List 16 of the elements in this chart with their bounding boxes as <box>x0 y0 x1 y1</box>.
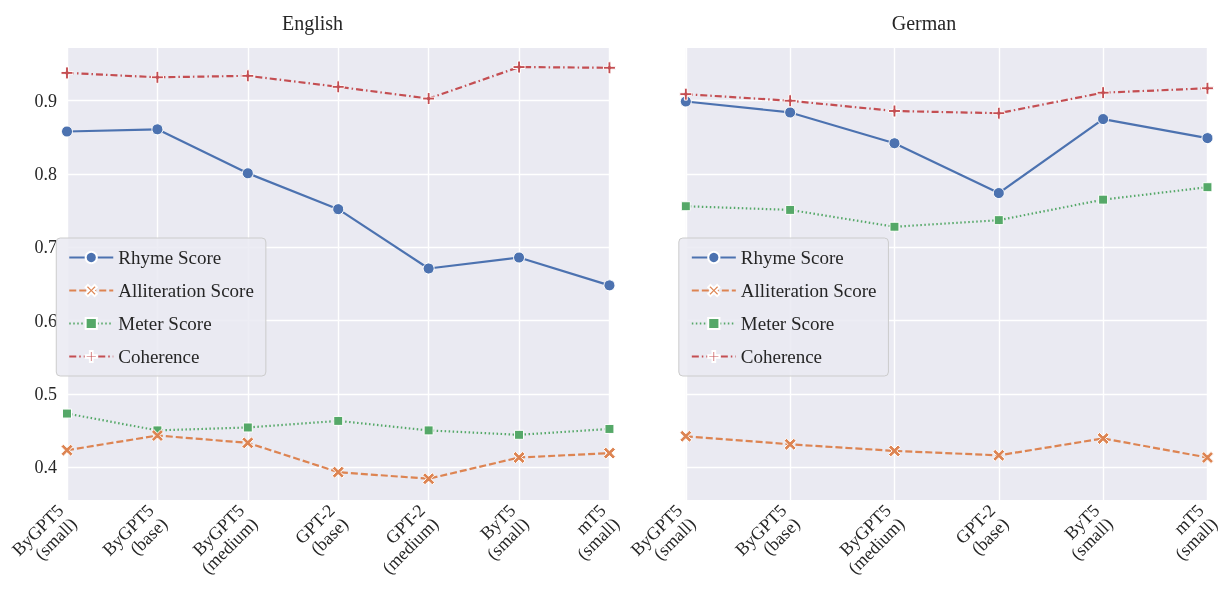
legend-label: Meter Score <box>740 313 835 334</box>
y-tick-label: 0.6 <box>34 310 57 331</box>
legend-label: Rhyme Score <box>740 247 844 268</box>
y-tick-label: 0.5 <box>34 383 57 404</box>
legend-label: Alliteration Score <box>740 280 877 301</box>
chart-title: German <box>891 12 957 34</box>
legend-label: Coherence <box>740 346 823 367</box>
legend-label: Rhyme Score <box>118 247 222 268</box>
y-tick-label: 0.7 <box>34 237 57 258</box>
y-tick-label: 0.9 <box>34 90 57 111</box>
legend-label: Alliteration Score <box>118 280 254 301</box>
y-tick-label: 0.4 <box>34 457 57 478</box>
legend-label: Coherence <box>118 346 200 367</box>
chart-title: English <box>281 12 344 35</box>
y-tick-label: 0.8 <box>34 164 57 184</box>
legend-label: Meter Score <box>118 313 212 334</box>
